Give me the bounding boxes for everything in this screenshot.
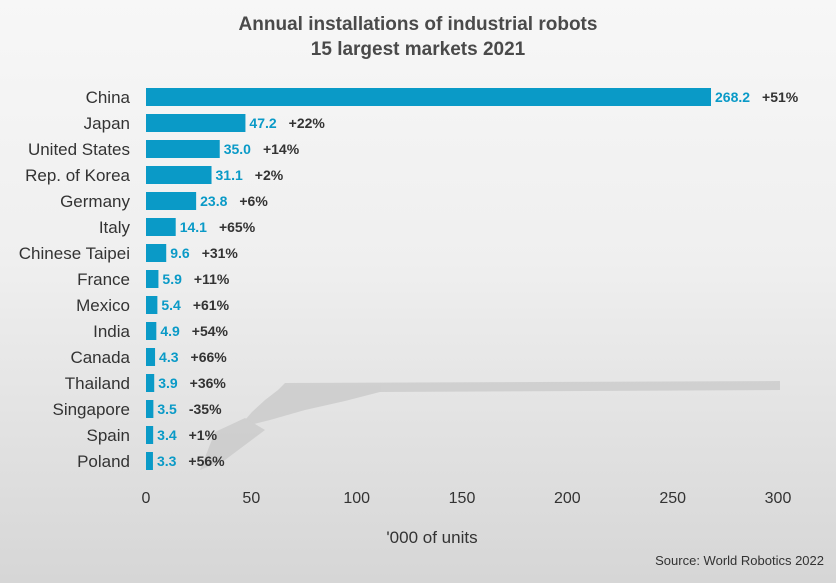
growth-label: +56% [188,453,225,469]
bar [146,348,156,366]
growth-label: +1% [189,427,218,443]
category-label: Singapore [52,400,130,419]
bar [146,426,154,444]
bar [146,452,153,470]
value-label: 3.5 [157,401,177,417]
source-note: Source: World Robotics 2022 [655,553,824,568]
x-tick-label: 50 [242,490,260,507]
category-label: Chinese Taipei [19,244,130,263]
bar [146,114,246,132]
bar [146,296,158,314]
bar [146,140,220,158]
bar [146,322,157,340]
value-label: 14.1 [180,219,207,235]
bar [146,374,155,392]
x-tick-label: 200 [554,490,581,507]
category-label: Rep. of Korea [25,166,130,185]
bar [146,192,197,210]
growth-label: +61% [193,297,230,313]
growth-label: +36% [190,375,227,391]
growth-label: +2% [255,167,284,183]
bar [146,270,159,288]
category-label: Thailand [65,374,130,393]
growth-label: +66% [191,349,228,365]
bar [146,400,154,418]
value-label: 23.8 [200,193,227,209]
growth-label: +6% [239,193,268,209]
chart-subtitle: 15 largest markets 2021 [310,39,526,60]
bar [146,244,167,262]
value-label: 31.1 [216,167,243,183]
category-label: United States [28,140,130,159]
category-label: France [77,270,130,289]
value-label: 9.6 [170,245,190,261]
robot-arm-watermark [200,381,780,470]
category-label: Poland [77,452,130,471]
growth-label: +11% [194,271,230,287]
growth-label: +51% [762,89,799,105]
value-label: 3.9 [158,375,178,391]
category-label: Canada [70,348,130,367]
x-tick-label: 300 [765,490,792,507]
value-label: 35.0 [224,141,251,157]
value-label: 3.4 [157,427,177,443]
category-label: Japan [84,114,130,133]
category-label: Spain [87,426,130,445]
chart-title: Annual installations of industrial robot… [238,14,598,35]
category-label: Mexico [76,296,130,315]
value-label: 4.9 [160,323,180,339]
category-label: India [93,322,130,341]
bar [146,88,712,106]
category-label: China [86,88,131,107]
growth-label: +31% [202,245,239,261]
value-label: 5.4 [161,297,181,313]
bar [146,218,176,236]
growth-label: +22% [289,115,326,131]
x-tick-label: 250 [659,490,686,507]
value-label: 5.9 [162,271,182,287]
bar [146,166,212,184]
growth-label: +65% [219,219,256,235]
category-label: Italy [99,218,131,237]
value-label: 47.2 [249,115,276,131]
growth-label: +54% [192,323,229,339]
category-label: Germany [60,192,130,211]
x-tick-label: 100 [343,490,370,507]
growth-label: -35% [189,401,222,417]
x-axis-label: '000 of units [386,528,477,547]
x-tick-label: 150 [449,490,476,507]
growth-label: +14% [263,141,300,157]
value-label: 4.3 [159,349,179,365]
value-label: 268.2 [715,89,750,105]
x-tick-label: 0 [142,490,151,507]
value-label: 3.3 [157,453,177,469]
